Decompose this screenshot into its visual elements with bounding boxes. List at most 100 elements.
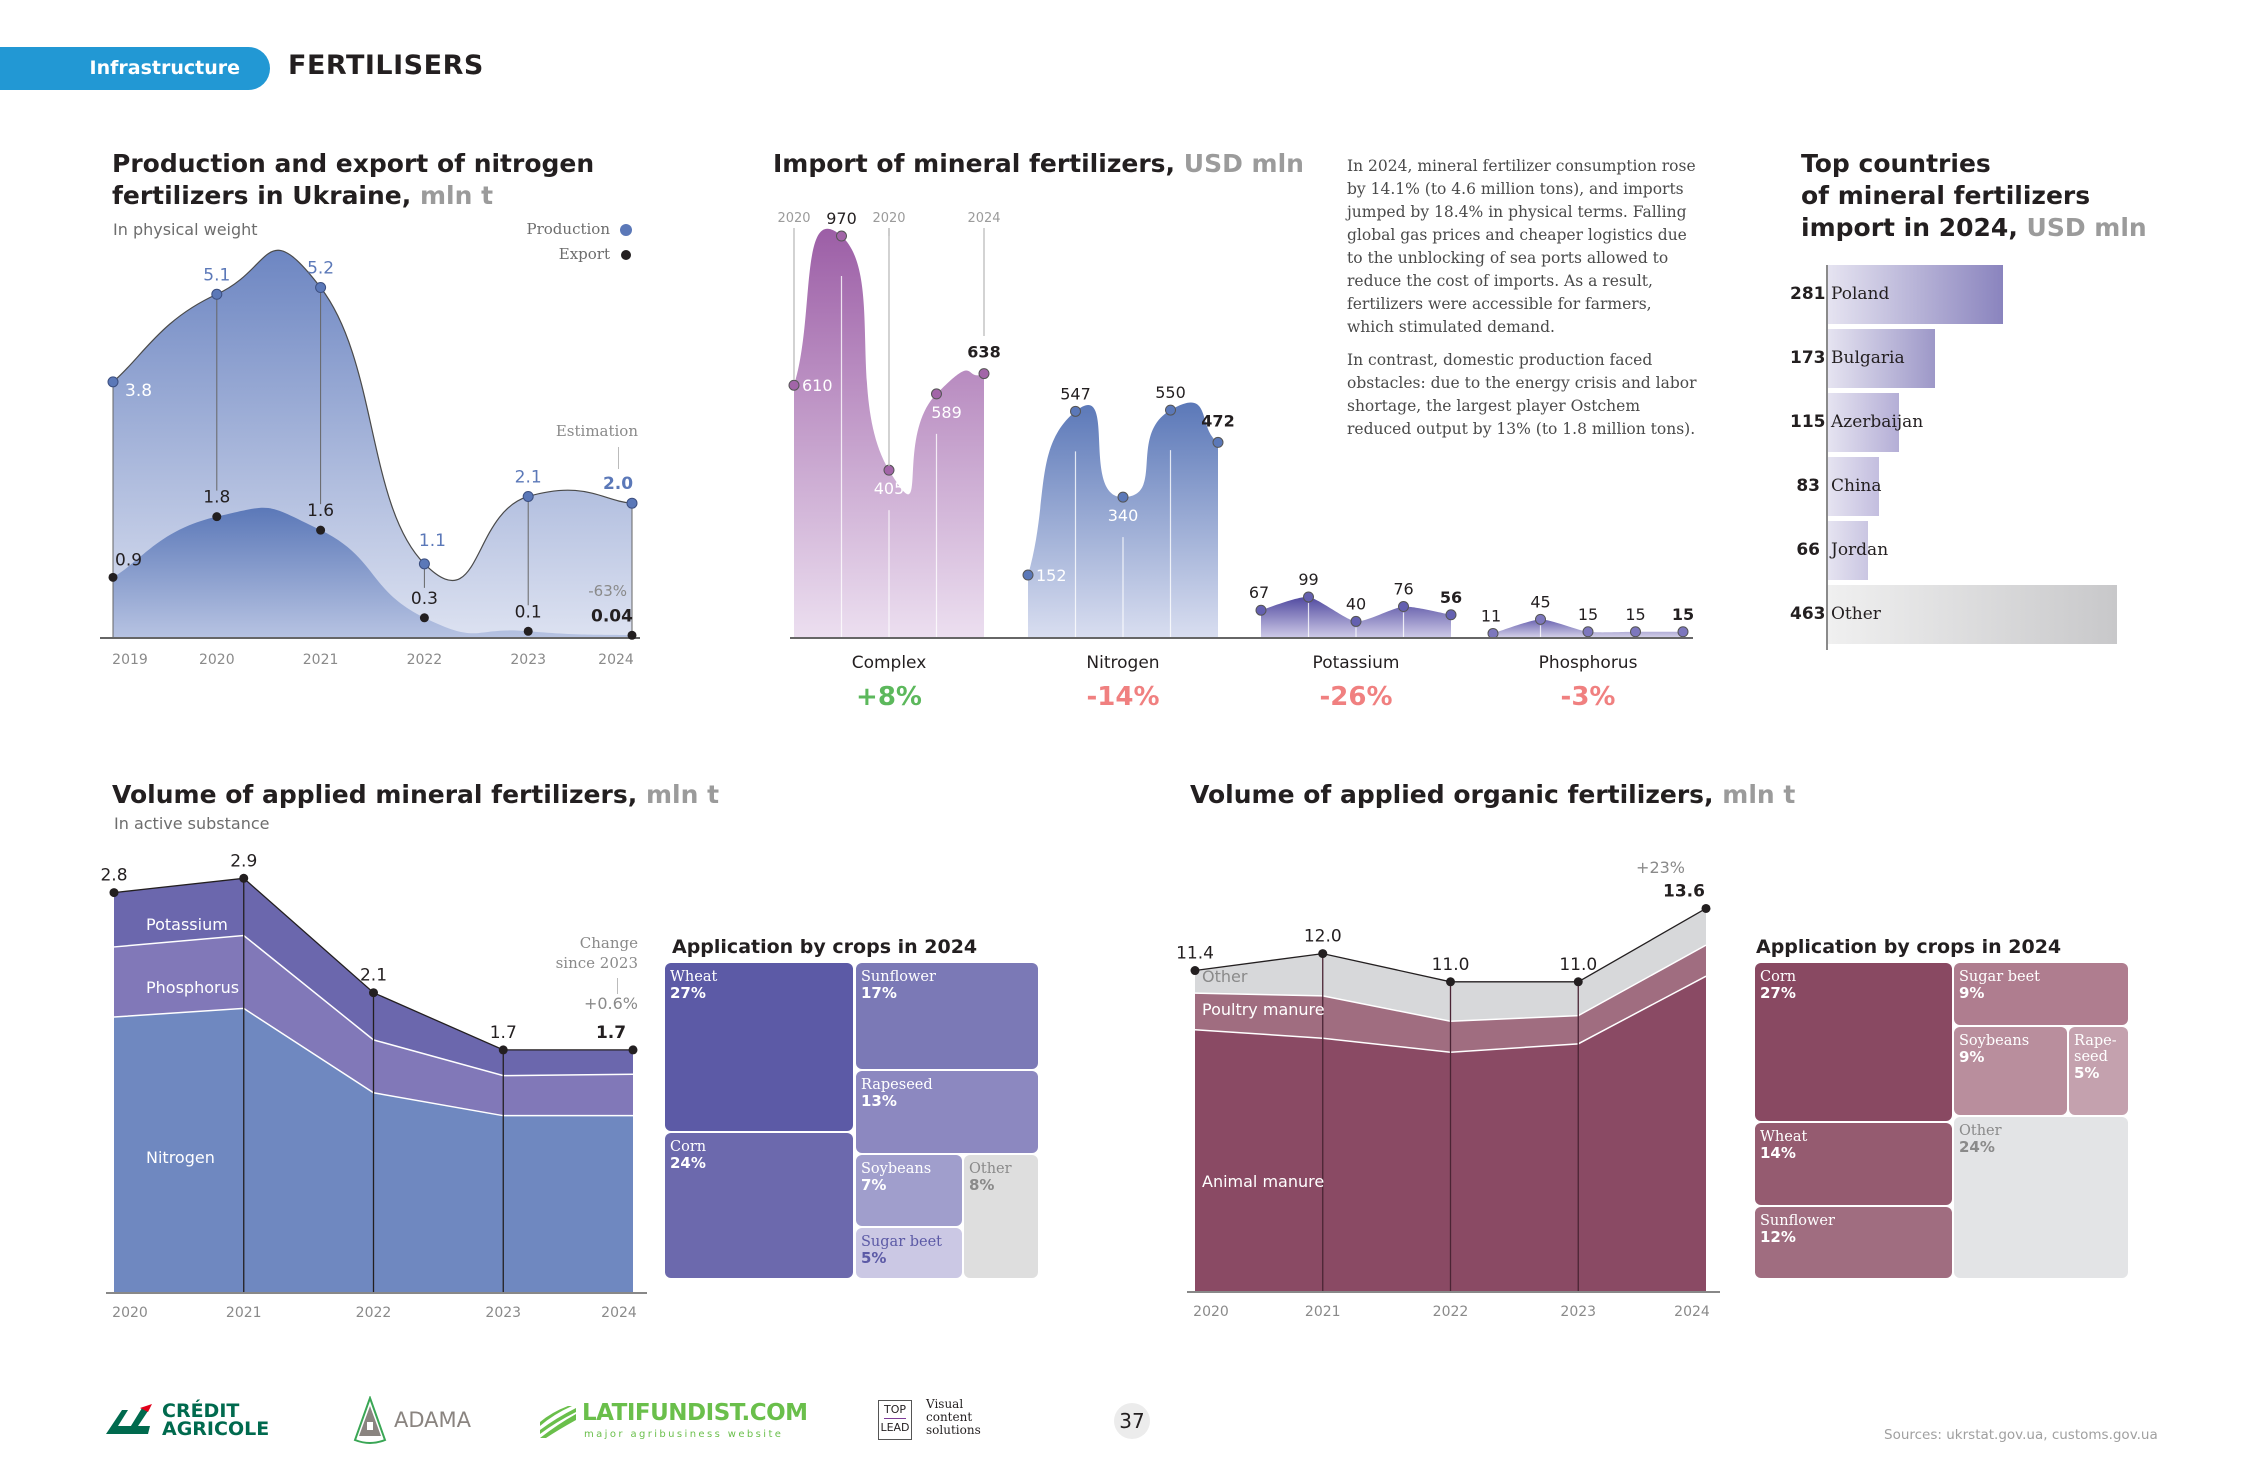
treemap-cell-label: Soybeans xyxy=(861,1161,932,1177)
import-point xyxy=(1070,405,1081,417)
treemap-cell-label: Sunflower xyxy=(1760,1213,1835,1229)
mineral-change-leader xyxy=(617,978,618,994)
treemap-cell-value: 24% xyxy=(670,1154,706,1172)
bar-row-poland: 281 Poland xyxy=(1790,265,2150,324)
export-label: 0.1 xyxy=(515,602,542,622)
layer-label: Other xyxy=(1202,967,1248,986)
layer-label: Nitrogen xyxy=(146,1148,215,1167)
bar-value: 83 xyxy=(1796,476,1820,496)
import-point xyxy=(1582,626,1594,638)
production-label: 3.8 xyxy=(125,381,152,401)
treemap-cell-label: Wheat xyxy=(670,969,718,985)
mineral-change-line2: since 2023 xyxy=(555,954,638,972)
bar-label: Bulgaria xyxy=(1831,348,1905,368)
layer-label: Phosphorus xyxy=(146,978,239,997)
x-tick-label: 2021 xyxy=(303,652,339,668)
total-label: 2.8 xyxy=(100,866,127,886)
bar-value: 173 xyxy=(1790,348,1826,368)
import-point xyxy=(978,368,990,380)
bar-value: 66 xyxy=(1796,540,1820,560)
credit-agricole-logo[interactable]: CRÉDIT AGRICOLE xyxy=(104,1402,284,1442)
bar-row-azerbaijan: 115 Azerbaijan xyxy=(1790,393,2150,452)
mineral-chart-title: Volume of applied mineral fertilizers, m… xyxy=(112,779,719,811)
adama-logo[interactable]: ADAMA xyxy=(352,1396,482,1446)
production-chart-title: Production and export of nitrogen fertil… xyxy=(112,148,594,212)
toplead-tagline-3: solutions xyxy=(926,1423,981,1437)
x-tick-label: 2020 xyxy=(199,652,235,668)
import-value-label: 970 xyxy=(826,209,857,228)
latifundist-logo[interactable]: LATIFUNDIST.COM major agribusiness websi… xyxy=(538,1400,808,1444)
export-point xyxy=(627,630,637,640)
import-value-label: 56 xyxy=(1440,588,1462,607)
mineral-change-value: +0.6% xyxy=(583,994,638,1013)
toplead-tagline-2: content xyxy=(926,1410,973,1424)
import-category-label: Potassium xyxy=(1313,653,1400,673)
bar-row-other: 463 Other xyxy=(1790,585,2150,644)
bar-label: Other xyxy=(1831,604,1881,624)
layer-label: Potassium xyxy=(146,915,228,934)
x-tick-label: 2023 xyxy=(485,1305,521,1321)
layer-label: Poultry manure xyxy=(1202,1000,1325,1019)
production-chart: 3.8 5.1 5.2 1.1 2.1 2.0 0.9 1.8 1.6 0.3 0.1 0.04 201… xyxy=(100,249,640,668)
treemap-cell-label: Other xyxy=(1959,1123,2002,1139)
import-value-label: 15 xyxy=(1578,605,1598,624)
organic-treemap-title: Application by crops in 2024 xyxy=(1756,936,2062,958)
treemap-cell-value: 12% xyxy=(1760,1228,1796,1246)
total-point xyxy=(1190,966,1200,976)
mineral-change-line1: Change xyxy=(579,934,638,952)
import-value-label: 610 xyxy=(802,376,833,395)
import-value-label: 547 xyxy=(1060,384,1091,403)
import-title-text: Import of mineral fertilizers, xyxy=(773,149,1176,178)
x-tick-label: 2020 xyxy=(1193,1304,1229,1320)
import-year-marker: 2024 xyxy=(967,211,1000,226)
export-label: 1.8 xyxy=(203,488,230,508)
total-point xyxy=(1318,949,1328,959)
legend-export: Export xyxy=(558,245,610,263)
toplead-logo[interactable]: TOP LEAD Visual content solutions xyxy=(878,1397,998,1446)
countries-title-unit: USD mln xyxy=(2026,213,2147,242)
import-value-label: 405 xyxy=(874,479,905,498)
bar-row-jordan: 66 Jordan xyxy=(1790,521,2150,580)
import-title-unit: USD mln xyxy=(1183,149,1304,178)
export-label: 0.9 xyxy=(115,550,142,570)
treemap-cell-label: Other xyxy=(969,1161,1012,1177)
section-badge[interactable]: Infrastructure xyxy=(0,47,270,90)
treemap-cell-label: Sugar beet xyxy=(1959,969,2041,985)
total-point xyxy=(239,873,249,883)
treemap-cell-rapeseed: Rapeseed 13% xyxy=(856,1071,1038,1153)
import-value-label: 45 xyxy=(1530,592,1550,611)
total-point xyxy=(628,1045,638,1055)
countries-chart-title: Top countries of mineral fertilizers imp… xyxy=(1801,148,2147,244)
import-change-label: +8% xyxy=(856,682,922,712)
legend-export-dot-icon xyxy=(621,250,631,260)
import-category-label: Complex xyxy=(852,653,927,673)
production-point xyxy=(522,490,534,502)
total-point xyxy=(1573,977,1583,987)
x-tick-label: 2024 xyxy=(1674,1304,1710,1320)
mineral-chart: 2.8 2.9 2.1 1.7 1.7 2020 2021 2022 2023 2024 Potas… xyxy=(100,851,647,1321)
total-label: 2.9 xyxy=(230,851,257,871)
total-point xyxy=(498,1045,508,1055)
treemap-cell-sunflower: Sunflower 12% xyxy=(1755,1207,1952,1278)
import-point xyxy=(1677,626,1689,638)
treemap-cell-soybeans: Soybeans 7% xyxy=(856,1155,962,1226)
total-point xyxy=(1701,903,1711,913)
import-point xyxy=(1165,404,1176,416)
commentary-paragraph-2: In contrast, domestic production faced o… xyxy=(1347,351,1697,438)
mineral-treemap-title: Application by crops in 2024 xyxy=(672,936,978,958)
production-point xyxy=(315,282,327,294)
total-label: 1.7 xyxy=(596,1023,626,1043)
treemap-cell-label: Rape- seed xyxy=(2074,1033,2117,1065)
import-point xyxy=(931,388,942,400)
x-tick-label: 2022 xyxy=(1433,1304,1469,1320)
import-value-label: 589 xyxy=(931,403,962,422)
production-label: 2.1 xyxy=(515,467,542,487)
treemap-cell-label: Soybeans xyxy=(1959,1033,2030,1049)
estimation-leader xyxy=(618,447,619,469)
toplead-tagline-1: Visual xyxy=(926,1397,964,1411)
x-tick-label: 2020 xyxy=(112,1305,148,1321)
organic-title-unit: mln t xyxy=(1722,780,1796,809)
x-tick-label: 2023 xyxy=(1560,1304,1596,1320)
total-point xyxy=(1446,977,1455,987)
production-label: 5.1 xyxy=(203,265,230,285)
